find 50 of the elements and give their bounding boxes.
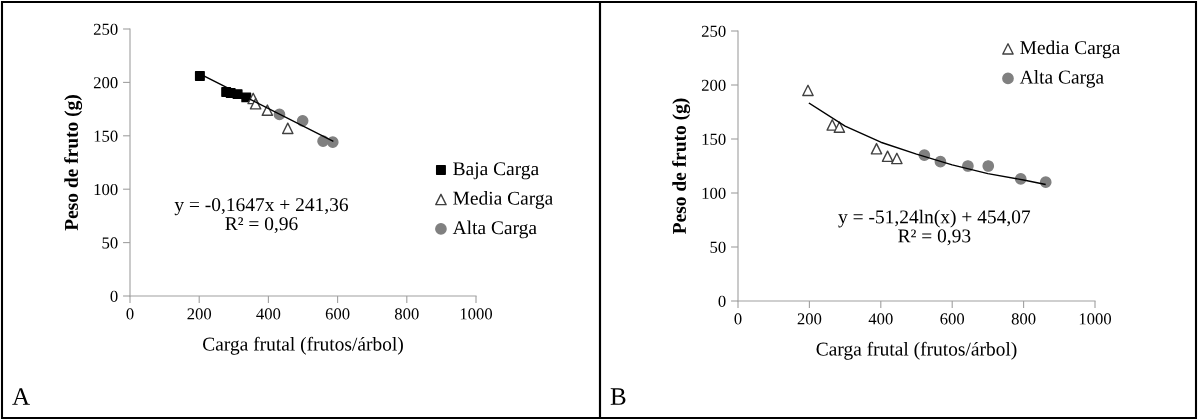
- x-tick-label: 200: [797, 313, 822, 325]
- y-tick-label: 100: [94, 183, 118, 196]
- y-tick-label: 150: [94, 130, 118, 142]
- x-tick-label: 1000: [1079, 313, 1112, 325]
- annotation: y = -51,24ln(x) + 454,07 R² = 0,93: [838, 209, 1031, 246]
- y-tick-label: 50: [710, 241, 726, 253]
- legend-label: Media Carga: [453, 191, 553, 209]
- legend-label: Baja Carga: [453, 162, 539, 180]
- point: [194, 71, 205, 81]
- point: [870, 142, 883, 155]
- x-tick-label: 600: [940, 313, 965, 325]
- point: [802, 84, 814, 97]
- annotation: y = -0,1647x + 241,36 R² = 0,96: [174, 198, 349, 234]
- x-tick-label: 400: [256, 308, 281, 320]
- y-tick-label: 200: [701, 79, 726, 91]
- y-tick-label: 100: [702, 187, 726, 199]
- y-tick-label: 150: [702, 133, 726, 145]
- y-tick-label: 50: [102, 237, 118, 249]
- point: [326, 136, 339, 149]
- y-tick-label: 200: [93, 77, 118, 89]
- point: [881, 150, 894, 163]
- point: [891, 152, 903, 165]
- x-tick-label: 600: [325, 308, 350, 320]
- point: [1039, 176, 1052, 189]
- x-axis-title: Carga frutal (frutos/árbol): [203, 336, 403, 355]
- point: [261, 104, 274, 117]
- y-tick-label: 250: [701, 25, 726, 37]
- y-tick-label: 250: [93, 23, 118, 35]
- point: [281, 122, 294, 135]
- text: A: [12, 388, 30, 405]
- x-tick-label: 200: [187, 308, 212, 320]
- legend-label: Alta Carga: [452, 220, 537, 239]
- x-tick-label: 800: [1011, 313, 1036, 325]
- x-tick-label: 1000: [460, 308, 493, 320]
- legend-label: Alta Carga: [1019, 69, 1104, 88]
- point: [982, 160, 995, 172]
- x-axis-title: Carga frutal (frutos/árbol): [816, 341, 1017, 360]
- point: [833, 121, 846, 133]
- point: [296, 115, 309, 127]
- x-tick-label: 400: [868, 313, 893, 325]
- x-tick-label: 0: [126, 308, 134, 320]
- y-axis-title: Peso de fruto (g): [64, 95, 83, 231]
- point: [249, 97, 262, 110]
- x-tick-label: 0: [734, 313, 742, 325]
- x-tick-label: 800: [394, 308, 419, 320]
- y-axis-title: Peso de fruto (g): [672, 98, 691, 234]
- y-tick-label: 0: [110, 290, 118, 302]
- legend-label: Media Carga: [1020, 40, 1121, 59]
- y-tick-label: 0: [718, 295, 726, 307]
- text: B: [610, 388, 626, 405]
